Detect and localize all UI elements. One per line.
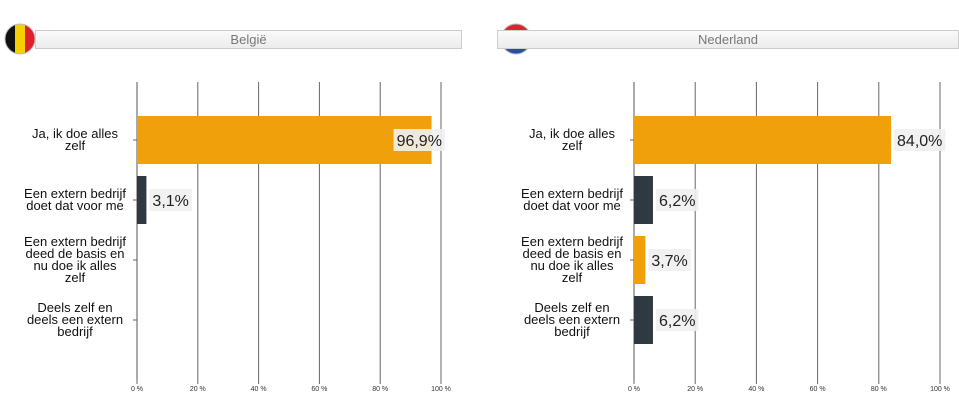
category-label: Deels zelf en deels een extern bedrijf <box>523 300 621 339</box>
x-tick-label: 80 % <box>871 386 887 393</box>
value-label: 6,2% <box>659 193 695 210</box>
x-tick-label: 0 % <box>628 386 640 393</box>
value-label-group: 6,2% <box>655 189 699 211</box>
bar <box>137 116 432 164</box>
value-label-group: 3,7% <box>648 249 691 271</box>
value-label: 6,2% <box>659 313 695 330</box>
x-tick-label: 20 % <box>687 386 703 393</box>
x-tick-label: 60 % <box>810 386 826 393</box>
value-label-group: 3,1% <box>149 189 192 211</box>
category-label: Een extern bedrijf deed de basis en nu d… <box>24 234 126 285</box>
bar <box>634 176 653 224</box>
value-label-group: 96,9% <box>393 129 445 151</box>
value-label-bg <box>393 129 445 151</box>
category-label: Een extern bedrijf doet dat voor me <box>24 186 126 213</box>
value-label-group: 84,0% <box>894 129 946 151</box>
category-label: Een extern bedrijf doet dat voor me <box>521 186 623 213</box>
x-tick-label: 60 % <box>311 386 327 393</box>
value-label: 3,1% <box>152 193 188 210</box>
category-label: Ja, ik doe alles zelf <box>32 126 118 153</box>
x-tick-label: 20 % <box>190 386 206 393</box>
value-label-bg <box>894 129 946 151</box>
x-tick-label: 40 % <box>748 386 764 393</box>
value-label: 3,7% <box>651 253 687 270</box>
x-tick-label: 100 % <box>431 386 451 393</box>
x-tick-label: 80 % <box>372 386 388 393</box>
panel-title: België <box>35 30 462 49</box>
value-label: 84,0% <box>897 133 942 150</box>
value-label-bg <box>655 189 699 211</box>
value-label: 96,9% <box>397 133 442 150</box>
panel-title: Nederland <box>497 30 959 49</box>
bar <box>634 236 646 284</box>
flag-belgium <box>5 24 35 54</box>
bar <box>137 176 147 224</box>
category-label: Een extern bedrijf deed de basis en nu d… <box>521 234 623 285</box>
x-tick-label: 40 % <box>251 386 267 393</box>
x-tick-label: 100 % <box>930 386 950 393</box>
bar <box>634 296 653 344</box>
category-label: Deels zelf en deels een extern bedrijf <box>26 300 124 339</box>
value-label-group: 6,2% <box>655 309 699 331</box>
value-label-bg <box>149 189 192 211</box>
category-label: Ja, ik doe alles zelf <box>529 126 615 153</box>
x-tick-label: 0 % <box>131 386 143 393</box>
bar <box>634 116 892 164</box>
value-label-bg <box>648 249 691 271</box>
value-label-bg <box>655 309 699 331</box>
